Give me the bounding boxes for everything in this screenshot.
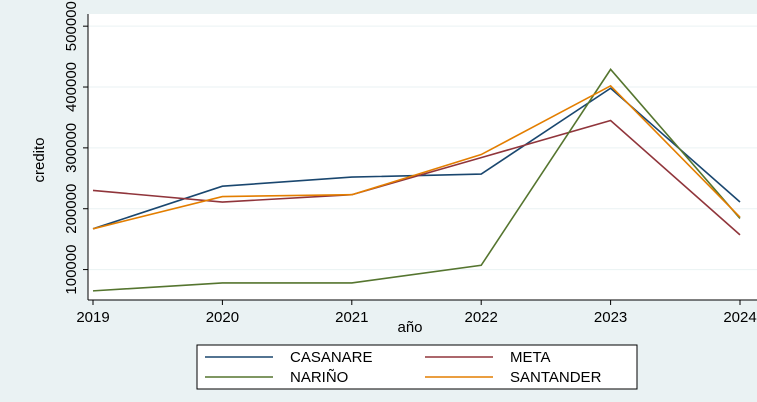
y-tick-label: 100000 <box>63 245 80 295</box>
series-line <box>92 84 741 230</box>
x-tick-label: 2020 <box>206 309 239 326</box>
legend-label: SANTANDER <box>510 369 602 386</box>
y-axis-title: credito <box>31 137 48 182</box>
y-tick-label: 300000 <box>63 123 80 173</box>
x-axis-title: año <box>397 319 422 336</box>
x-tick-label: 2022 <box>465 309 498 326</box>
series-line <box>92 68 741 292</box>
y-tick-label: 200000 <box>63 184 80 234</box>
x-tick-label: 2023 <box>594 309 627 326</box>
legend-box <box>196 344 638 390</box>
x-tick-label: 2024 <box>723 309 756 326</box>
legend-label: META <box>510 349 551 366</box>
legend-label: NARIÑO <box>290 369 348 386</box>
legend-label: CASANARE <box>290 349 373 366</box>
y-tick-label: 400000 <box>63 62 80 112</box>
plot-area <box>88 14 757 300</box>
x-tick-label: 2021 <box>335 309 368 326</box>
y-tick-label: 500000 <box>63 1 80 51</box>
series-line <box>92 119 741 236</box>
x-tick-label: 2019 <box>76 309 109 326</box>
